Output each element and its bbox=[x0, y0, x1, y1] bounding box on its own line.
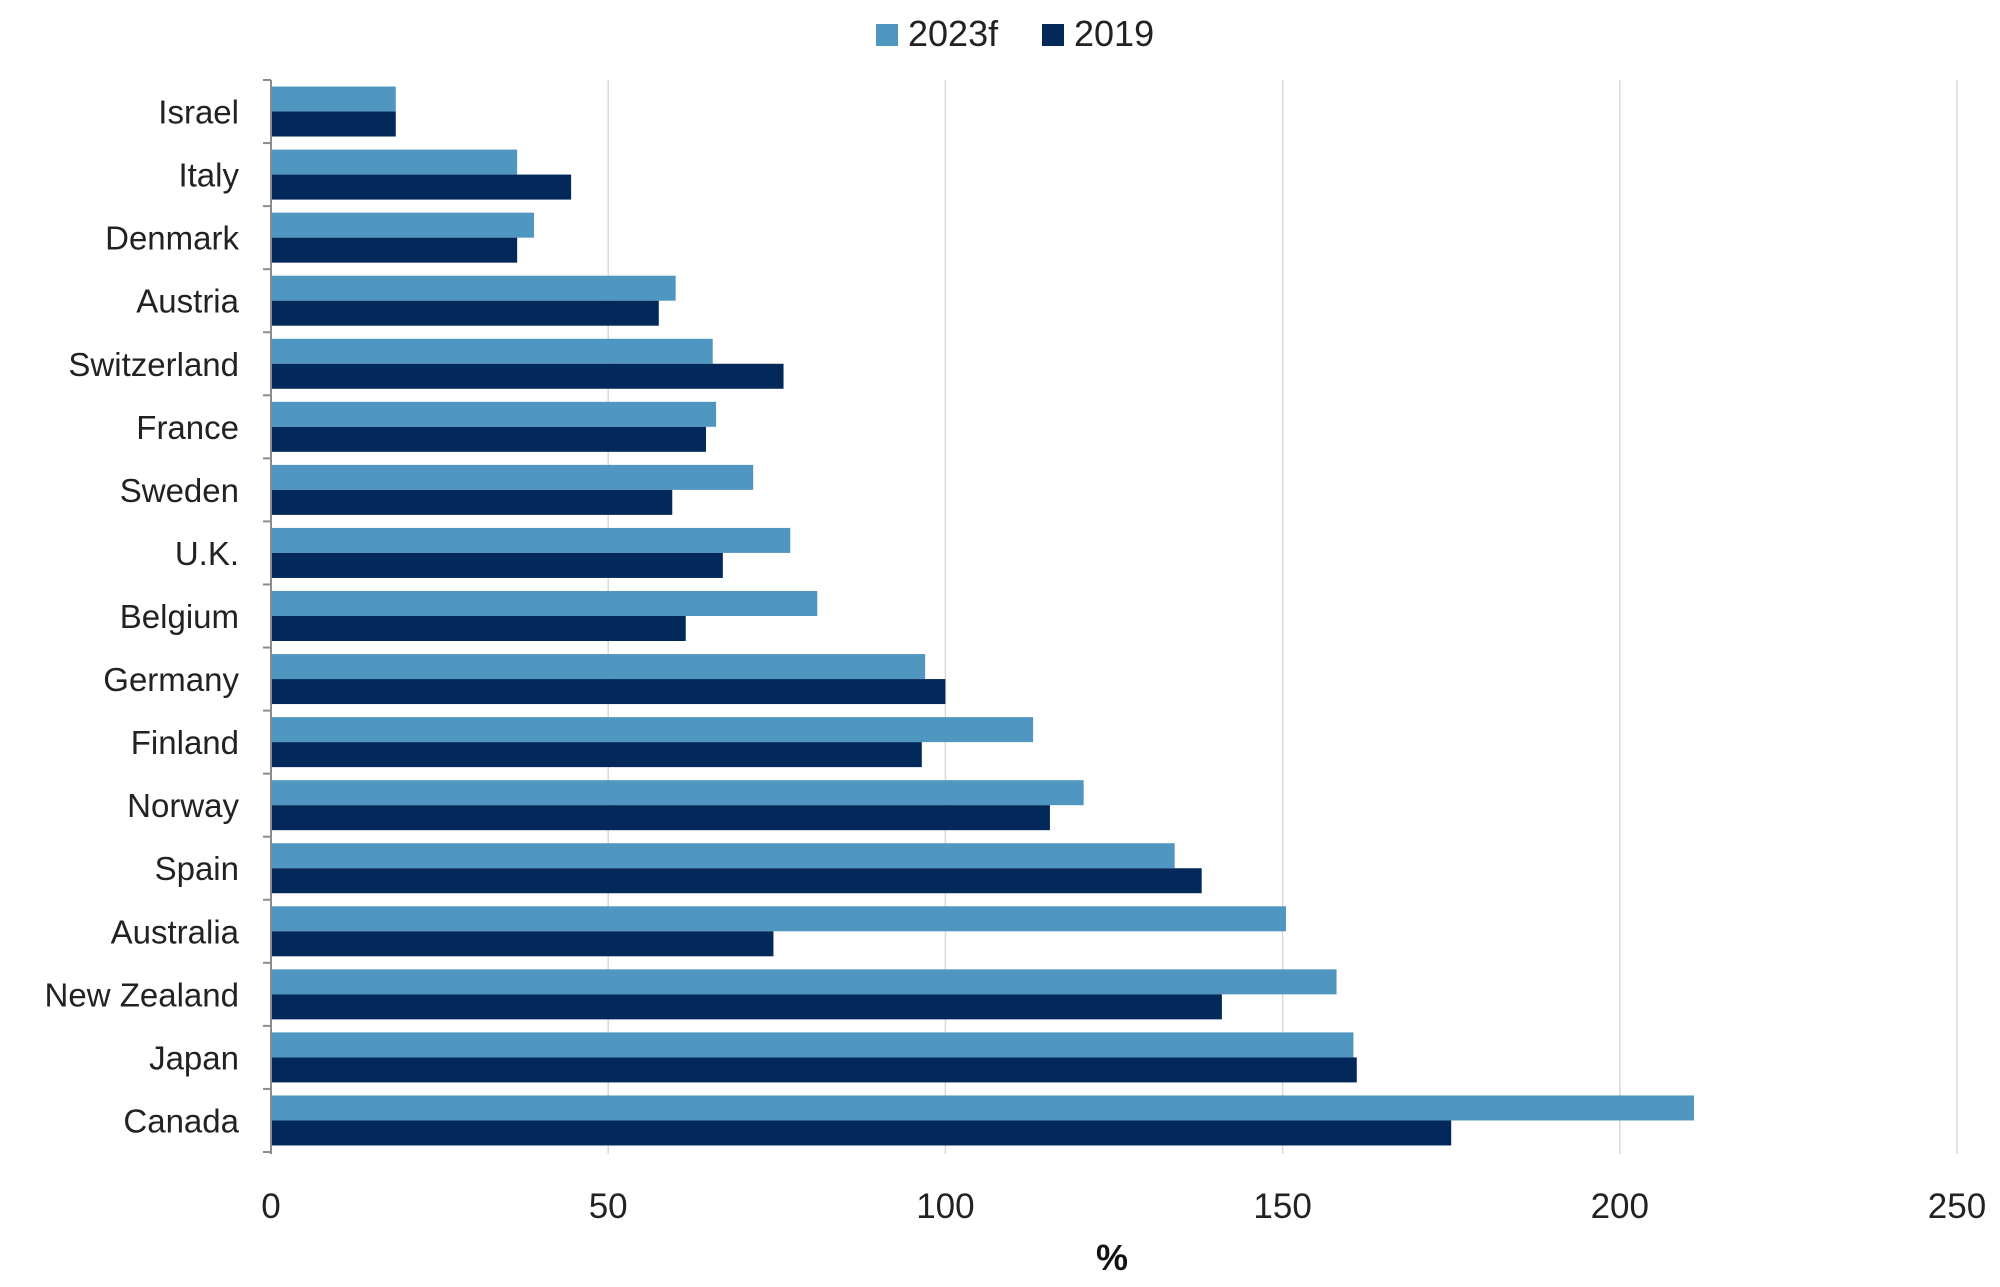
legend-label: 2023f bbox=[908, 13, 999, 54]
bar-2019-austria bbox=[271, 300, 659, 326]
category-label: New Zealand bbox=[45, 976, 239, 1013]
x-tick-label: 100 bbox=[916, 1187, 974, 1226]
bar-2023f-sweden bbox=[271, 464, 754, 490]
bar-2023f-u-k- bbox=[271, 527, 791, 553]
bar-2023f-norway bbox=[271, 780, 1084, 806]
bar-2023f-italy bbox=[271, 149, 518, 175]
x-tick-label: 250 bbox=[1928, 1187, 1986, 1226]
category-label: U.K. bbox=[175, 535, 239, 572]
legend-swatch-2023f bbox=[876, 24, 898, 46]
bars bbox=[271, 86, 1694, 1146]
x-tick-label: 50 bbox=[589, 1187, 628, 1226]
bar-2019-australia bbox=[271, 931, 774, 957]
bar-2023f-israel bbox=[271, 86, 396, 112]
bar-2023f-australia bbox=[271, 906, 1286, 932]
category-label: Italy bbox=[178, 157, 239, 194]
bar-2023f-finland bbox=[271, 717, 1034, 743]
category-label: Norway bbox=[127, 787, 239, 824]
legend: 2023f 2019 bbox=[876, 13, 1154, 54]
bar-2019-spain bbox=[271, 868, 1202, 894]
bar-2019-france bbox=[271, 426, 706, 452]
category-label: Germany bbox=[103, 661, 239, 698]
bar-2019-israel bbox=[271, 111, 396, 137]
bar-2019-japan bbox=[271, 1057, 1357, 1083]
category-label: France bbox=[136, 409, 239, 446]
category-label: Spain bbox=[155, 850, 239, 887]
bar-2023f-denmark bbox=[271, 212, 535, 238]
bar-2023f-austria bbox=[271, 275, 676, 301]
x-axis: 0 50 100 150 200 250% bbox=[261, 1187, 1986, 1278]
bar-2023f-germany bbox=[271, 654, 926, 680]
bar-2019-belgium bbox=[271, 616, 686, 641]
x-tick-label: 200 bbox=[1591, 1187, 1649, 1226]
bar-2023f-switzerland bbox=[271, 338, 713, 364]
category-label: Australia bbox=[111, 913, 240, 950]
category-label: Finland bbox=[131, 724, 239, 761]
category-label: Canada bbox=[123, 1102, 239, 1139]
bar-2019-norway bbox=[271, 805, 1050, 831]
category-label: Japan bbox=[149, 1039, 239, 1076]
x-axis-title: % bbox=[1096, 1237, 1128, 1278]
category-label: Israel bbox=[158, 94, 239, 131]
legend-swatch-2019 bbox=[1042, 24, 1064, 46]
bar-2023f-belgium bbox=[271, 591, 818, 616]
category-label: Switzerland bbox=[68, 346, 239, 383]
category-label: Belgium bbox=[120, 598, 239, 635]
bar-2019-finland bbox=[271, 742, 922, 768]
bar-2019-new-zealand bbox=[271, 994, 1222, 1020]
bar-2023f-japan bbox=[271, 1032, 1354, 1058]
bar-2019-denmark bbox=[271, 237, 518, 263]
bar-2019-canada bbox=[271, 1120, 1452, 1146]
bar-2023f-spain bbox=[271, 843, 1175, 869]
bar-2023f-new-zealand bbox=[271, 969, 1337, 995]
category-label: Denmark bbox=[105, 220, 239, 257]
bar-2023f-france bbox=[271, 401, 717, 427]
bar-2019-sweden bbox=[271, 489, 673, 515]
category-label: Austria bbox=[136, 283, 239, 320]
bar-2019-u-k- bbox=[271, 552, 723, 578]
x-tick-label: 0 bbox=[261, 1187, 280, 1226]
legend-label: 2019 bbox=[1074, 13, 1154, 54]
x-tick-label: 150 bbox=[1253, 1187, 1311, 1226]
bar-2019-italy bbox=[271, 174, 572, 200]
y-axis: Israel Italy Denmark Austria Switzerland Fran… bbox=[45, 79, 272, 1154]
bar-2019-germany bbox=[271, 679, 946, 705]
bar-2019-switzerland bbox=[271, 363, 784, 389]
bar-2023f-canada bbox=[271, 1095, 1694, 1121]
category-label: Sweden bbox=[120, 472, 239, 509]
